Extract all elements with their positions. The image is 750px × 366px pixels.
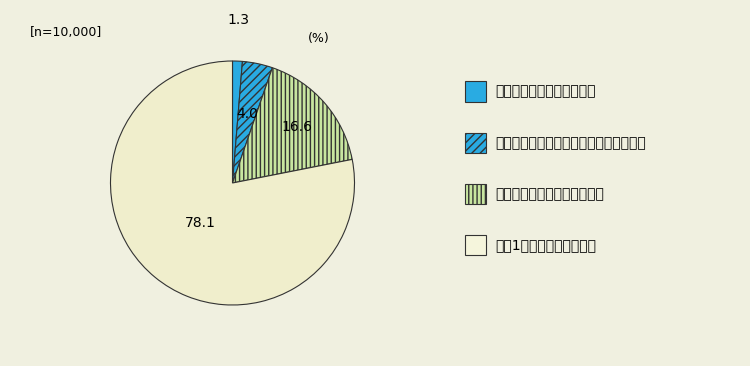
Text: スポーツボランティアのみ: スポーツボランティアのみ	[495, 85, 596, 98]
Text: (%): (%)	[308, 32, 330, 45]
Text: スポーツ以外のボランティア: スポーツ以外のボランティア	[495, 187, 604, 201]
Text: スポーツとスポーツ以外のボランティア: スポーツとスポーツ以外のボランティア	[495, 136, 646, 150]
Wedge shape	[110, 61, 355, 305]
Wedge shape	[232, 61, 242, 183]
Text: 4.0: 4.0	[236, 107, 258, 121]
Text: 16.6: 16.6	[281, 120, 313, 134]
Wedge shape	[232, 61, 272, 183]
Wedge shape	[232, 68, 352, 183]
Text: 78.1: 78.1	[184, 216, 215, 229]
Text: 過去1年間は行っていない: 過去1年間は行っていない	[495, 238, 596, 252]
Text: [n=10,000]: [n=10,000]	[30, 26, 102, 39]
Text: 1.3: 1.3	[228, 13, 250, 27]
